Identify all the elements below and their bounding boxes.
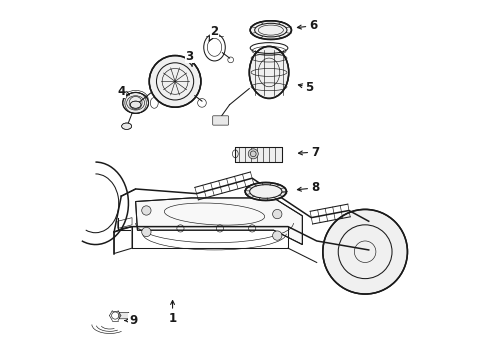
Text: 2: 2 [209, 25, 219, 41]
Ellipse shape [122, 123, 132, 130]
Circle shape [272, 210, 282, 219]
Circle shape [272, 231, 282, 240]
Text: 8: 8 [297, 181, 319, 194]
Ellipse shape [245, 183, 287, 201]
Polygon shape [136, 198, 302, 244]
FancyBboxPatch shape [119, 312, 129, 319]
Ellipse shape [249, 46, 289, 98]
Circle shape [142, 206, 151, 215]
Text: 9: 9 [125, 314, 137, 327]
Text: 7: 7 [298, 145, 319, 158]
Text: 5: 5 [298, 81, 314, 94]
Text: 6: 6 [297, 19, 317, 32]
FancyBboxPatch shape [213, 116, 228, 125]
Ellipse shape [250, 21, 292, 40]
Circle shape [323, 210, 408, 294]
Text: 3: 3 [185, 50, 194, 66]
Text: 4: 4 [117, 85, 129, 98]
Circle shape [142, 227, 151, 237]
Polygon shape [235, 147, 282, 162]
Ellipse shape [122, 93, 148, 113]
Circle shape [149, 55, 201, 107]
Ellipse shape [130, 101, 141, 108]
Circle shape [248, 149, 258, 159]
Text: 1: 1 [169, 301, 176, 325]
